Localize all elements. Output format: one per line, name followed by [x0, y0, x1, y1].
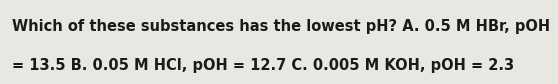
Text: Which of these substances has the lowest pH? A. 0.5 M HBr, pOH: Which of these substances has the lowest… [12, 19, 550, 34]
Text: = 13.5 B. 0.05 M HCl, pOH = 12.7 C. 0.005 M KOH, pOH = 2.3: = 13.5 B. 0.05 M HCl, pOH = 12.7 C. 0.00… [12, 58, 514, 73]
